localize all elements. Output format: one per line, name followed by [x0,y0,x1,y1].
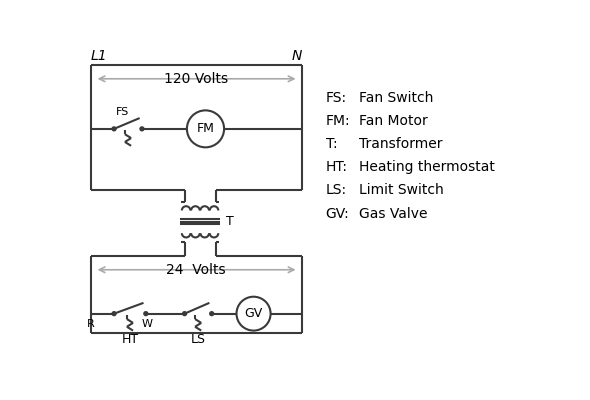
Text: FM:: FM: [326,114,350,128]
Text: Fan Switch: Fan Switch [359,91,433,105]
Text: Heating thermostat: Heating thermostat [359,160,495,174]
Text: HT: HT [122,332,139,346]
Text: T: T [227,215,234,228]
Text: L1: L1 [91,50,107,64]
Circle shape [112,312,116,316]
Circle shape [237,297,271,330]
Text: T:: T: [326,137,337,151]
Text: HT:: HT: [326,160,348,174]
Circle shape [140,127,144,131]
Text: LS:: LS: [326,184,347,198]
Text: FS:: FS: [326,91,347,105]
Circle shape [144,312,148,316]
Circle shape [187,110,224,147]
Circle shape [210,312,214,316]
Text: 24  Volts: 24 Volts [166,263,226,277]
Text: GV:: GV: [326,206,349,220]
Text: Fan Motor: Fan Motor [359,114,428,128]
Text: FS: FS [116,107,129,117]
Text: FM: FM [196,122,214,135]
Circle shape [112,127,116,131]
Text: LS: LS [191,332,206,346]
Text: 120 Volts: 120 Volts [164,72,228,86]
Circle shape [183,312,186,316]
Text: R: R [87,319,94,329]
Text: Gas Valve: Gas Valve [359,206,427,220]
Text: Limit Switch: Limit Switch [359,184,444,198]
Text: W: W [142,319,153,329]
Text: N: N [292,50,302,64]
Text: GV: GV [244,307,263,320]
Text: Transformer: Transformer [359,137,442,151]
